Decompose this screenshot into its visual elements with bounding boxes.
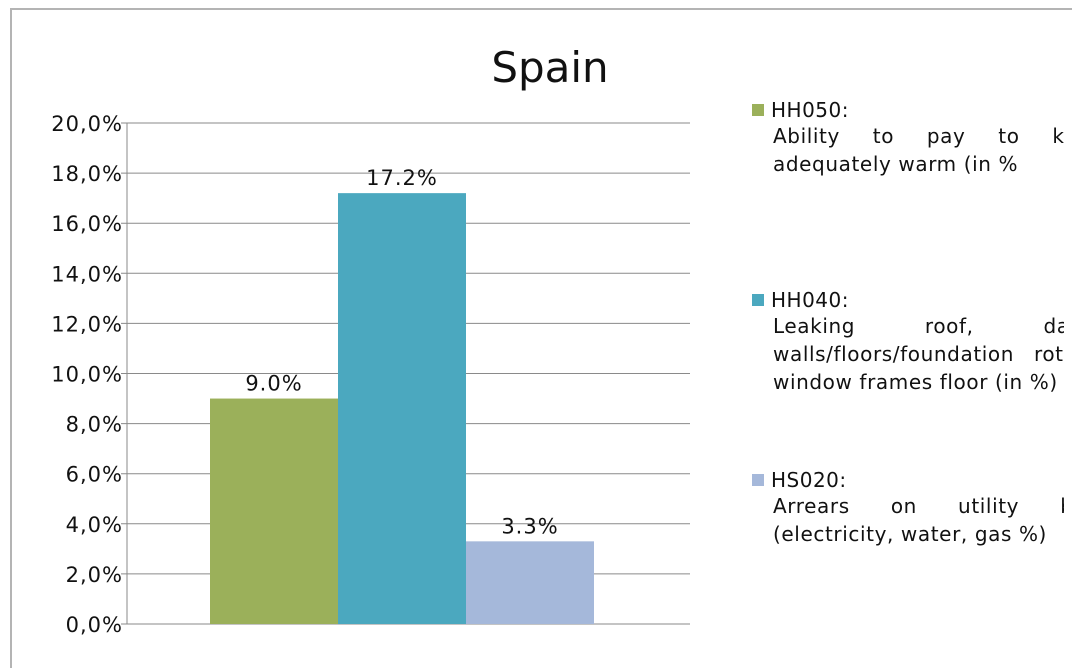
chart-frame: Spain 0,0% 2,0% 4,0% 6,0% 8,0% 10,0% 12,0% 14,0…: [10, 8, 1072, 668]
y-tick-label: 10,0%: [51, 363, 123, 387]
y-tick-label: 8,0%: [66, 413, 123, 437]
y-tick-label: 16,0%: [51, 212, 123, 236]
y-tick-label: 0,0%: [66, 613, 123, 637]
legend-item-hs020: HS020: Arrears on utility bills (electri…: [752, 468, 1064, 548]
bar-hs020: [466, 541, 594, 624]
legend-series-name: HH040:: [771, 288, 849, 312]
y-axis: 0,0% 2,0% 4,0% 6,0% 8,0% 10,0% 12,0% 14,0% 16,0%…: [51, 112, 128, 637]
legend-series-description: Leaking roof, damp walls/floors/foundati…: [773, 314, 1064, 394]
legend-series-description: Ability to pay to keep adequately warm (…: [773, 124, 1064, 176]
y-tick-label: 14,0%: [51, 262, 123, 286]
data-label: 17.2%: [366, 166, 438, 190]
y-tick-label: 18,0%: [51, 162, 123, 186]
data-label: 3.3%: [501, 514, 558, 538]
legend-swatch-hs020: [752, 474, 764, 486]
data-labels: 9.0% 17.2% 3.3%: [245, 166, 558, 538]
legend-swatch-hh040: [752, 294, 764, 306]
legend-series-name: HS020:: [771, 468, 847, 492]
legend-swatch-hh050: [752, 104, 764, 116]
legend-series-description: Arrears on utility bills (electricity, w…: [773, 494, 1064, 546]
legend-item-hh050: HH050: Ability to pay to keep adequately…: [752, 98, 1064, 178]
bars: [210, 193, 594, 624]
y-tick-label: 6,0%: [66, 463, 123, 487]
y-tick-label: 2,0%: [66, 563, 123, 587]
legend-series-name: HH050:: [771, 98, 849, 122]
data-label: 9.0%: [245, 372, 302, 396]
bar-hh040: [338, 193, 466, 624]
y-tick-label: 20,0%: [51, 112, 123, 136]
y-tick-label: 12,0%: [51, 312, 123, 336]
bar-hh050: [210, 398, 338, 624]
legend-item-hh040: HH040: Leaking roof, damp walls/floors/f…: [752, 288, 1064, 396]
y-tick-label: 4,0%: [66, 513, 123, 537]
bar-chart: Spain 0,0% 2,0% 4,0% 6,0% 8,0% 10,0% 12,0% 14,0…: [51, 43, 690, 637]
chart-title: Spain: [491, 43, 608, 92]
